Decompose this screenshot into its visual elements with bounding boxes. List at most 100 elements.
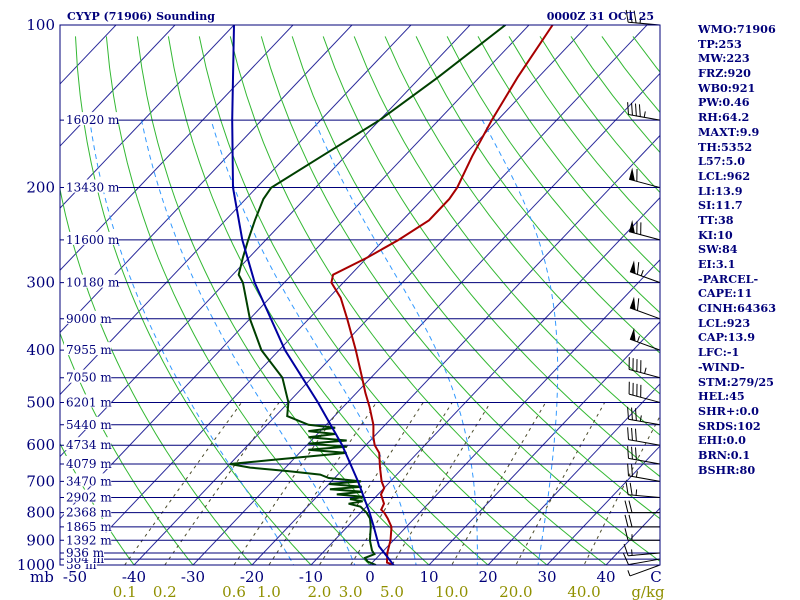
mixing-ratio-line [350,402,453,565]
wind-barb [624,528,660,541]
index-value: SI:11.7 [698,198,743,213]
wind-barb [625,482,661,499]
pressure-label-bg [26,16,56,32]
height-label-bg [64,489,112,503]
mixing-ratio-unit-label: g/kg [631,583,665,600]
wind-barb-shaft [628,114,661,121]
height-label: 16020 m [66,113,120,127]
wind-barb-half-flag [639,415,642,422]
wind-barb-pennant [629,327,636,342]
wind-barb-half-flag [636,336,640,343]
index-value: FRZ:920 [698,66,751,81]
temperature-unit-label: C [650,568,661,586]
wind-barb [623,543,661,557]
index-value: L57:5.0 [698,154,746,169]
isotherm-line [192,72,660,565]
height-label: 7955 m [66,343,112,357]
index-value: HEL:45 [698,389,745,404]
temperature-tick-label: 0 [365,568,375,586]
pressure-unit-label: mb [30,568,54,586]
wind-barb-pennant [629,260,636,274]
height-label: 4734 m [66,438,112,452]
wind-barb [629,260,661,284]
mixing-ratio-tick-label: 1.0 [257,583,281,600]
stability-indices-panel: WMO:71906 TP:253 MW:223 FRZ:920 WB0:921 PW:0.… [698,22,798,477]
wind-barb-flag [622,553,629,565]
dry-adiabat-line [353,36,660,436]
wind-barb-shaft [628,457,661,465]
pressure-tick-label: 800 [26,504,55,522]
mixing-ratio-tick-label: 0.2 [153,583,177,600]
dry-adiabat-line [260,36,660,562]
pressure-tick-label: 200 [26,179,55,197]
height-label: 9000 m [66,312,112,326]
temperature-tick-label: 20 [478,568,497,586]
height-label-bg [64,179,119,193]
wind-barb-pennant [629,220,635,234]
index-value: WMO:71906 [698,22,776,36]
index-value: LCL:962 [698,168,751,183]
mixing-ratio-line [391,402,491,565]
wind-barb-flag [631,446,633,460]
wind-barb-flag [628,514,633,528]
temperature-tick-label: -40 [122,568,146,586]
dry-adiabat-line [322,36,660,478]
wind-barb [629,296,661,320]
pressure-label-bg [26,556,56,572]
index-value: -WIND- [698,359,745,374]
wind-barb-flag [629,10,633,23]
isotherm-line [0,13,9,576]
wind-barb [628,167,661,189]
height-label-bg [64,342,112,356]
height-label: 2902 m [66,491,112,505]
temperature-profile [330,25,554,565]
dry-adiabat-line [415,36,660,354]
temperature-tick-label: -30 [181,568,205,586]
pressure-label-bg [26,472,56,489]
mixing-ratio-tick-label: 20.0 [499,583,532,600]
wind-barb-flag [624,528,629,541]
dry-adiabat-line [291,36,660,520]
isotherm-line [487,383,660,565]
pressure-tick-label: 300 [26,274,55,292]
mixing-ratio-line [515,402,606,565]
wind-barb-flag [631,427,633,441]
height-label: 7050 m [66,371,112,385]
index-value: RH:64.2 [698,110,750,125]
index-value: EHI:0.0 [698,433,746,448]
wind-barb-flag [634,428,637,442]
pressure-tick-label: 1000 [17,556,55,574]
wind-barb-flag [627,427,629,440]
wind-barb-shaft [628,418,661,426]
plot-frame [59,24,661,566]
temperature-tick-label: 10 [419,568,438,586]
temperature-tick-label: -20 [240,568,264,586]
wind-barb-flag [631,464,633,477]
mixing-ratio-line [583,415,660,565]
dry-adiabat-line [446,36,660,314]
dry-adiabat-line [384,36,660,395]
wind-barb-flag [624,500,629,513]
wind-barb-flag [636,262,640,275]
index-value: SHR+:0.0 [698,403,759,418]
height-label: 936 m [66,546,105,560]
wind-barb-pennant [629,167,635,181]
isotherm-line [546,445,660,565]
mixing-ratio-tick-label: 0.1 [113,583,137,600]
index-value: LI:13.9 [698,183,743,198]
isotherm-line [310,196,660,565]
index-value: MW:223 [698,51,750,66]
index-value: LFC:-1 [698,345,740,360]
height-label-bg [64,310,112,324]
height-label-bg [64,274,119,288]
isotherm-line [60,25,235,209]
dry-adiabat-line [75,36,312,565]
wind-barb-half-flag [644,367,647,374]
index-value: PW:0.46 [698,95,750,110]
index-value: EI:3.1 [698,257,736,271]
wind-barb-flag [628,500,633,513]
index-value: BSHR:80 [698,462,756,477]
height-label-bg [64,231,119,245]
temperature-tick-label: -50 [63,568,87,586]
